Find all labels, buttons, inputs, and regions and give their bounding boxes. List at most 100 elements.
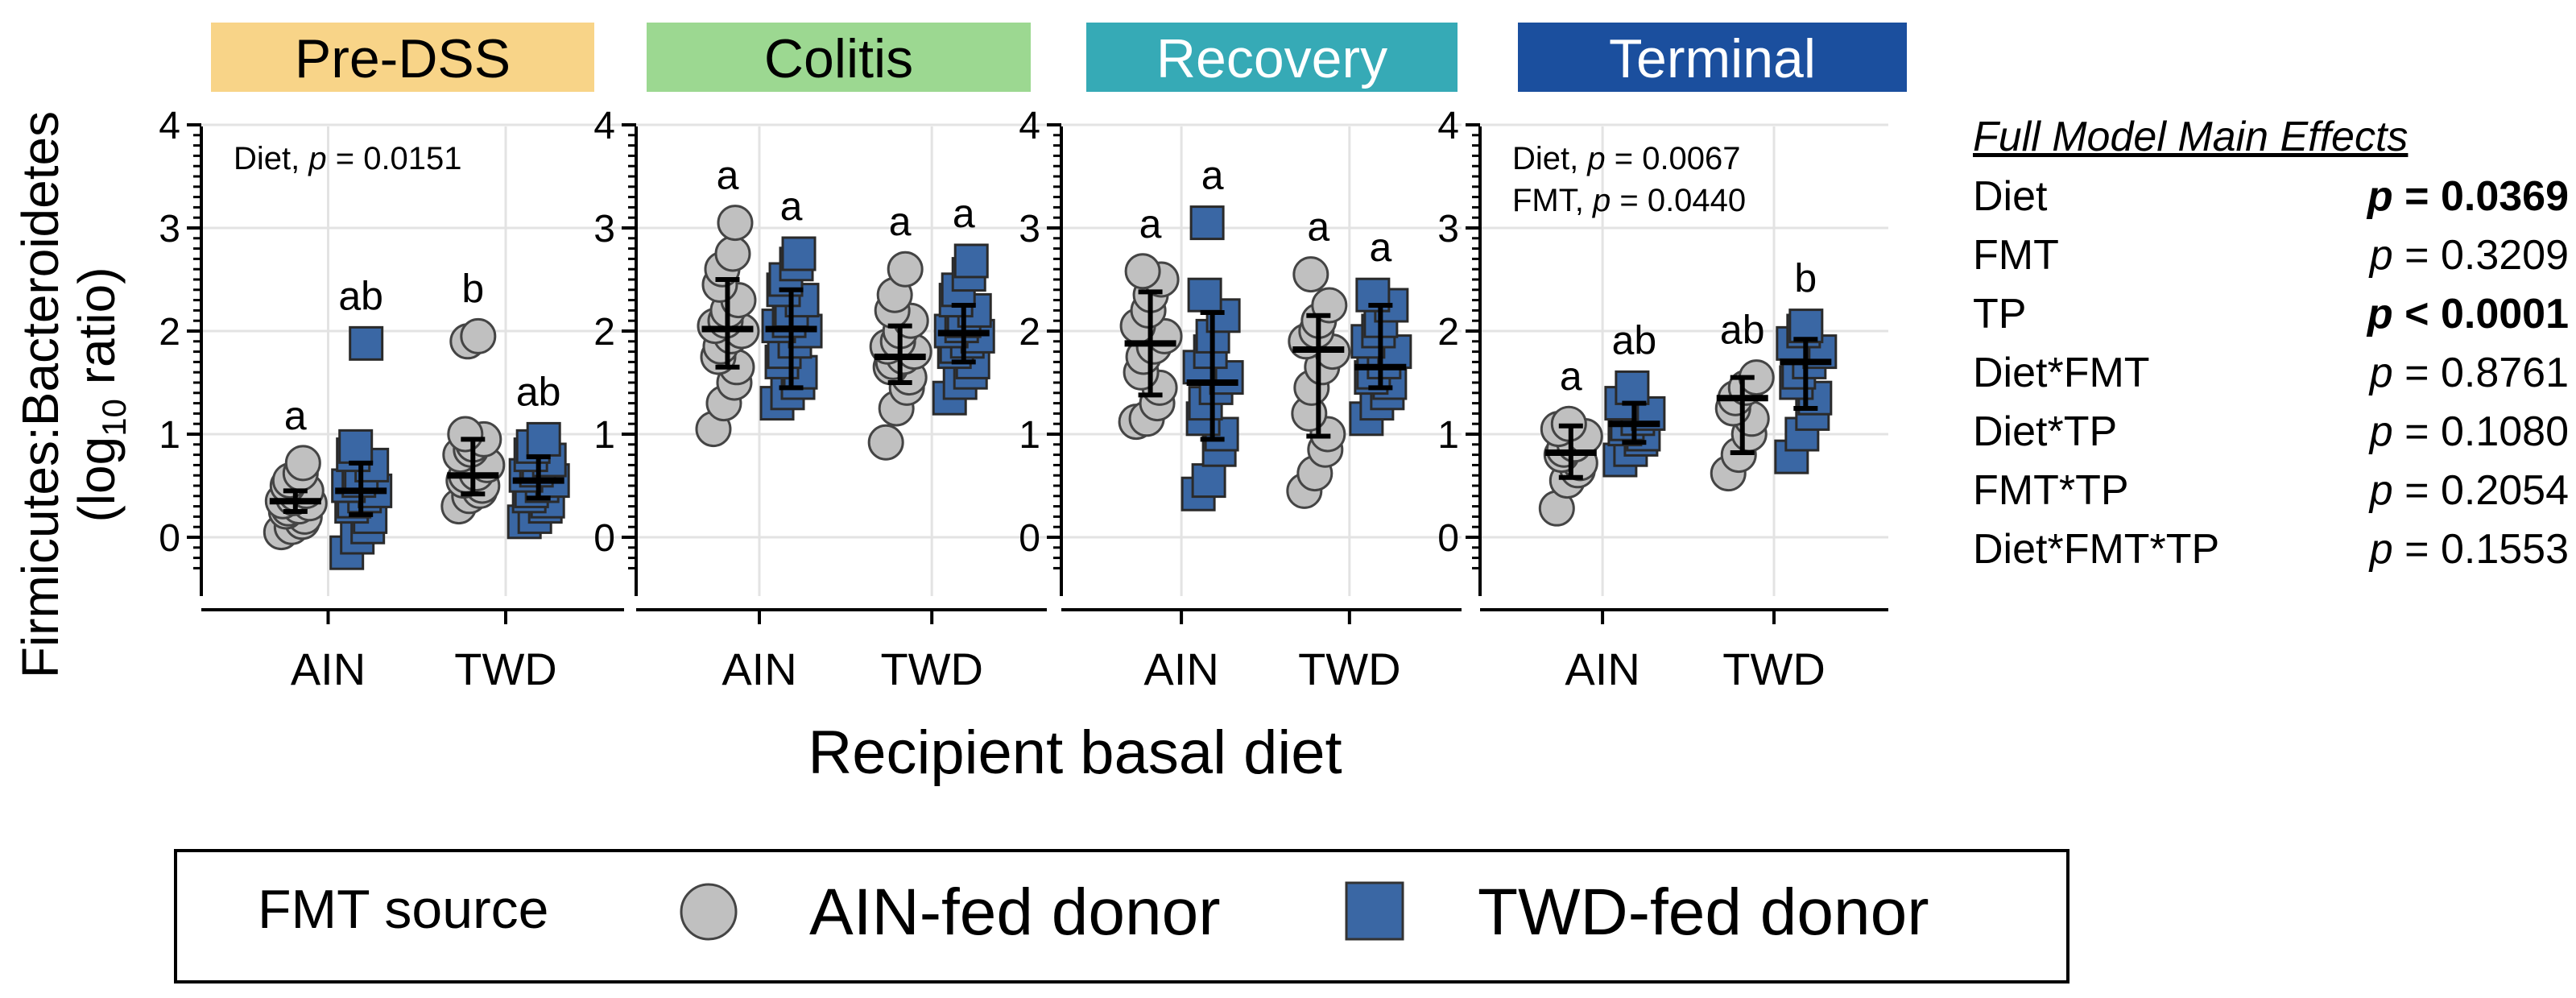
main-effect-p-value: p = 0.2054 [2369,467,2569,514]
significance-letter: a [1560,354,1582,399]
main-effect-term: Diet*FMT*TP [1973,526,2220,573]
y-axis-label: Firmicutes:Bacteroidetes (log10 ratio) [11,111,133,678]
y-tick-label: 0 [593,517,615,560]
main-effect-row: Diet*FMT*TP p = 0.1553 [1973,520,2569,579]
legend: FMT source AIN-fed donor TWD-fed donor [174,849,2069,984]
y-tick-label: 2 [593,311,615,354]
data-point-ain-donor [284,445,321,482]
main-effect-term: Diet*FMT [1973,350,2150,396]
y-tick-label: 3 [159,208,180,251]
main-effect-term: Diet [1973,173,2048,220]
panel-title: Terminal [1609,28,1816,89]
stat-annotation: Diet, p = 0.0067 [1512,141,1741,176]
y-axis-label-subscript: 10 [95,399,133,437]
y-tick-label: 2 [159,311,180,354]
x-tick-label: TWD [880,644,983,694]
main-effect-term: FMT [1973,232,2059,279]
y-tick-label: 3 [1019,208,1040,251]
x-tick-label: TWD [1298,644,1401,694]
x-tick-label: AIN [1143,644,1218,694]
y-tick-label: 1 [593,414,615,457]
group-twd-twd: a [1349,225,1412,437]
y-tick-label: 4 [1019,105,1040,147]
group-ain-ain: a [695,153,760,448]
y-axis-label-line2: (log10 ratio) [68,267,133,522]
data-point-twd-donor [1189,205,1225,241]
panel-title-box [211,23,594,92]
legend-twd-label: TWD-fed donor [1478,876,1929,949]
data-point-ain-donor [714,235,751,272]
legend-ain-label: AIN-fed donor [809,876,1221,949]
y-tick-label: 0 [1437,517,1459,560]
panel-title: Recovery [1156,28,1387,89]
group-twd-twd: a [932,191,995,416]
data-point-ain-donor [1292,256,1329,293]
y-tick-label: 4 [159,105,180,147]
y-tick-label: 3 [1437,208,1459,251]
significance-letter: a [1201,153,1224,198]
x-tick-label: TWD [1722,644,1826,694]
significance-letter: ab [338,273,383,318]
y-tick-label: 1 [1437,414,1459,457]
main-effect-row: FMT*TP p = 0.2054 [1973,462,2569,520]
main-effect-p-value: p = 0.1553 [2369,526,2569,573]
legend-ain-marker [680,883,738,941]
y-tick-label: 1 [159,414,180,457]
group-twd-ain: a [867,199,932,461]
group-ain-twd: a [1180,153,1244,511]
data-point-ain-donor [887,251,924,288]
main-effects-table: Full Model Main Effects Diet p = 0.0369 FM… [1973,113,2569,579]
group-ain-twd: a [759,184,823,421]
main-effect-row: Diet*FMT p = 0.8761 [1973,344,2569,403]
significance-letter: a [284,393,307,438]
main-effect-row: Diet p = 0.0369 [1973,168,2569,226]
significance-letter: ab [516,369,561,414]
significance-letter: a [889,199,912,244]
group-twd-twd: b [1774,256,1838,474]
group-twd-ain: ab [1710,308,1775,492]
group-twd-ain: b [440,266,506,525]
significance-letter: b [1794,256,1817,301]
main-effect-p-value: p = 0.8761 [2369,350,2569,396]
data-point-twd-donor [1191,463,1226,499]
significance-letter: a [1369,225,1391,270]
significance-letter: a [717,153,739,198]
data-point-ain-donor [717,205,754,242]
legend-twd-marker [1345,881,1404,941]
group-ain-ain: a [1118,201,1183,441]
main-effects-title: Full Model Main Effects [1973,114,2409,160]
main-effect-term: TP [1973,291,2027,337]
significance-letter: a [780,184,803,229]
y-tick-label: 1 [1019,414,1040,457]
group-ain-twd: ab [329,273,393,570]
x-tick-label: AIN [722,644,796,694]
group-ain-ain: a [1538,354,1603,527]
stat-annotation: FMT, p = 0.0440 [1512,183,1746,218]
main-effect-row: TP p < 0.0001 [1973,285,2569,344]
x-tick-label: AIN [1565,644,1639,694]
significance-letter: a [1307,205,1329,250]
main-effect-term: FMT*TP [1973,467,2129,514]
main-effect-row: Diet*TP p = 0.1080 [1973,403,2569,462]
data-point-twd-donor [349,325,384,361]
x-tick-label: AIN [291,644,366,694]
y-tick-label: 4 [593,105,615,147]
main-effects-rows: Diet p = 0.0369 FMT p = 0.3209 TP p < 0.0001 D… [1973,168,2569,579]
panel-pre-dss: Pre-DSS 0 1 2 3 4 AIN TWD Diet, p = 0.0151 a ab b ab [159,23,624,694]
main-effect-p-value: p = 0.1080 [2369,408,2569,455]
panel-title: Pre-DSS [295,28,511,89]
data-point-ain-donor [867,424,904,461]
main-effect-p-value: p < 0.0001 [2367,291,2569,337]
y-axis-label-line2-post: ratio) [68,267,126,399]
y-tick-label: 0 [159,517,180,560]
y-axis-label-line2-pre: (log [68,437,126,523]
y-tick-label: 2 [1019,311,1040,354]
data-point-twd-donor [1187,277,1222,313]
significance-letter: a [953,191,975,236]
group-twd-twd: ab [507,369,570,540]
y-tick-label: 3 [593,208,615,251]
group-twd-ain: a [1286,205,1351,509]
